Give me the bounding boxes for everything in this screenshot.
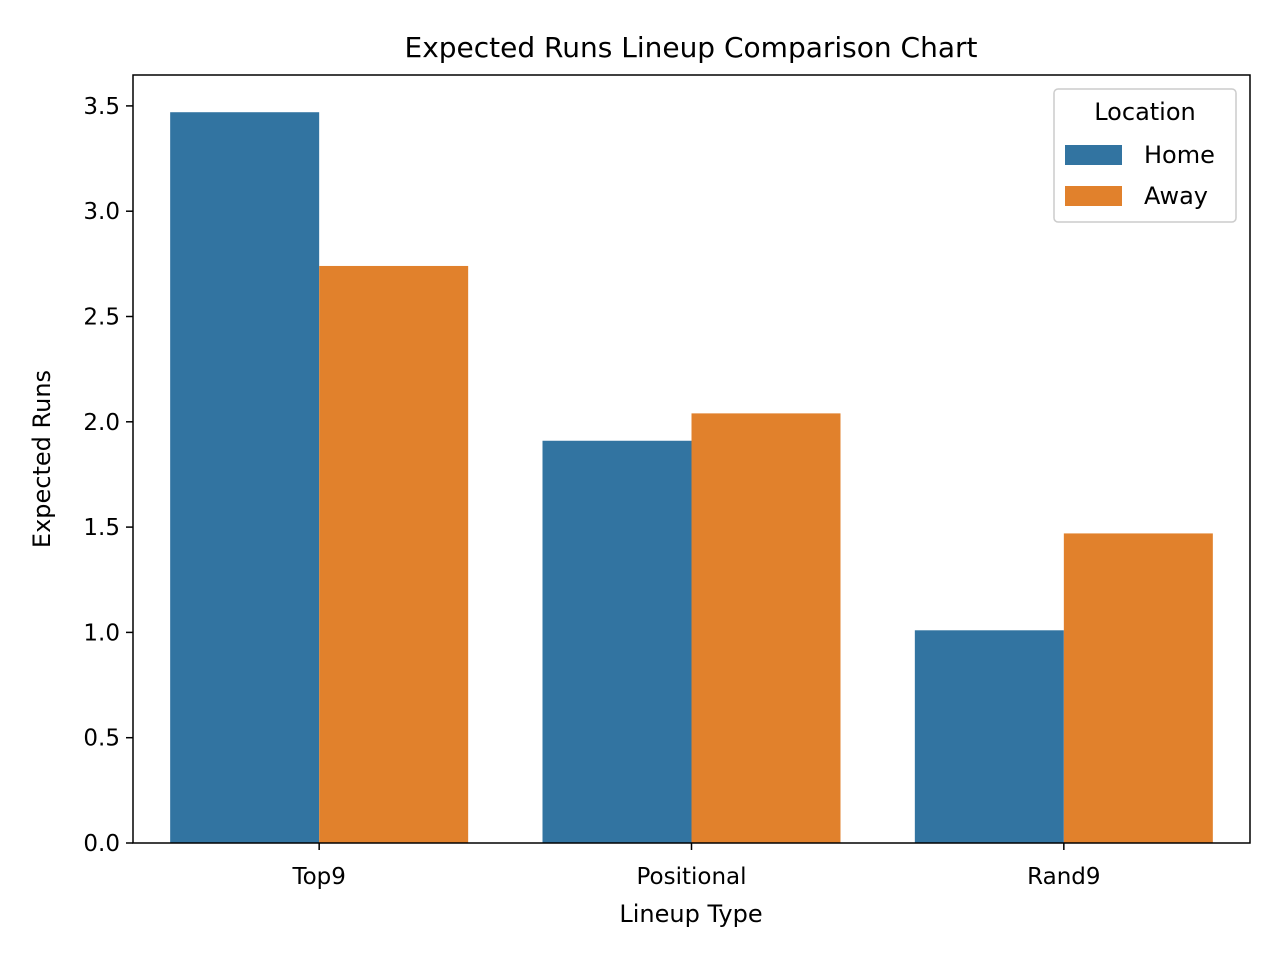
bar-away-top9 [319, 265, 469, 843]
legend-label-home: Home [1144, 141, 1215, 169]
legend: Location Home Away [1053, 88, 1237, 223]
y-axis-label: Expected Runs [28, 370, 56, 548]
bar-home-positional [542, 440, 692, 843]
y-tick-label: 2.5 [83, 305, 120, 331]
y-tick-label: 1.0 [83, 620, 120, 646]
y-tick-label: 3.5 [83, 94, 120, 120]
x-tick-label: Rand9 [1027, 864, 1100, 890]
bar-home-top9 [170, 112, 320, 843]
legend-swatch-away [1065, 186, 1122, 206]
bars-group [170, 112, 1213, 843]
y-tick-label: 2.0 [83, 410, 120, 436]
x-axis-ticks: Top9 Positional Rand9 [291, 843, 1101, 890]
y-axis-ticks: 0.0 0.5 1.0 1.5 2.0 2.5 3.0 3.5 [83, 94, 133, 857]
y-tick-label: 1.5 [83, 515, 120, 541]
bar-away-rand9 [1063, 533, 1213, 843]
legend-swatch-home [1065, 145, 1122, 165]
y-tick-label: 3.0 [83, 199, 120, 225]
bar-home-rand9 [914, 630, 1064, 843]
y-tick-label: 0.5 [83, 726, 120, 752]
y-tick-label: 0.0 [83, 831, 120, 857]
x-axis-label: Lineup Type [619, 900, 762, 928]
chart-title: Expected Runs Lineup Comparison Chart [405, 31, 978, 64]
x-tick-label: Positional [636, 864, 746, 890]
bar-away-positional [691, 413, 841, 843]
x-tick-label: Top9 [291, 864, 345, 890]
legend-label-away: Away [1144, 182, 1208, 210]
legend-title: Location [1094, 98, 1196, 126]
